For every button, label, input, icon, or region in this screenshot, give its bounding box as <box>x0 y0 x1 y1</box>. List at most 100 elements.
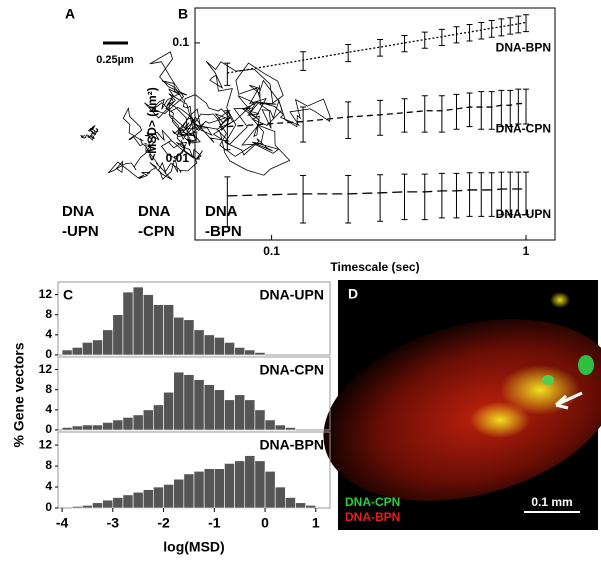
scale-bar-label: 0.25µm <box>96 54 134 66</box>
bar <box>244 349 256 356</box>
bar <box>163 391 175 431</box>
bar <box>274 486 286 509</box>
bar <box>183 319 195 356</box>
error-bar <box>498 89 505 128</box>
trajectory-label: DNA <box>138 203 171 220</box>
bar <box>71 347 83 356</box>
error-bar <box>377 99 384 136</box>
error-bar <box>300 106 307 143</box>
bar <box>193 471 205 509</box>
error-bar <box>300 174 307 224</box>
bar <box>254 409 266 431</box>
bar <box>224 463 235 509</box>
bar <box>203 468 215 509</box>
bar <box>203 384 215 431</box>
bar <box>213 337 225 356</box>
bar <box>82 424 93 431</box>
bar <box>112 419 124 431</box>
bar <box>71 506 83 509</box>
plot-frame <box>194 7 556 241</box>
error-bar <box>488 172 495 217</box>
bar <box>102 422 114 431</box>
error-bar <box>453 26 460 44</box>
y-tick-label: 4 <box>45 479 52 493</box>
trajectory-label: -BPN <box>205 223 242 240</box>
series-label: DNA-UPN <box>496 207 551 221</box>
error-bar <box>345 43 352 63</box>
bar <box>173 316 185 356</box>
bar <box>92 339 103 356</box>
y-tick-label: 4 <box>45 402 52 416</box>
bar <box>61 427 73 431</box>
bar <box>142 489 154 509</box>
x-tick-label: 1 <box>312 515 320 531</box>
error-bar <box>523 14 530 33</box>
x-tick-label: 0 <box>261 515 269 531</box>
trajectory-label: DNA <box>205 203 238 220</box>
bar <box>224 399 235 431</box>
y-tick-label: 12 <box>39 437 53 451</box>
error-bar <box>523 88 530 125</box>
bar <box>244 399 256 431</box>
error-bar <box>401 34 408 53</box>
error-bar <box>224 110 231 151</box>
y-axis-label: % Gene vectors <box>11 342 27 447</box>
bar <box>163 484 175 509</box>
y-tick-label: 0.01 <box>166 151 190 165</box>
bar <box>142 294 154 356</box>
y-tick-label: 0 <box>45 422 52 436</box>
bar <box>173 371 185 431</box>
error-bar <box>488 20 495 38</box>
error-bar <box>345 101 352 139</box>
series-label: DNA-BPN <box>259 437 324 453</box>
error-bar <box>300 51 307 71</box>
bar <box>234 460 246 509</box>
y-tick-label: 8 <box>45 382 52 396</box>
legend-entry: DNA-BPN <box>345 510 400 524</box>
bar <box>132 286 144 356</box>
bar <box>122 417 134 431</box>
error-bar <box>438 95 445 133</box>
bar <box>82 505 93 509</box>
bar <box>61 349 73 356</box>
error-bar <box>478 172 485 217</box>
bar <box>153 404 164 431</box>
x-tick-label: -1 <box>208 515 221 531</box>
y-tick-label: 4 <box>45 327 52 341</box>
x-axis-label: Timescale (sec) <box>330 260 419 274</box>
series-line <box>227 102 527 128</box>
bar <box>122 291 134 356</box>
trajectory <box>80 124 99 141</box>
bar <box>285 497 296 509</box>
bar <box>102 499 114 509</box>
bar <box>213 468 225 509</box>
panel-letter: C <box>63 287 73 303</box>
bar <box>213 389 225 431</box>
bar <box>203 334 215 356</box>
bar <box>132 414 144 431</box>
y-axis-label: <MSD> (µm²) <box>145 87 159 161</box>
error-bar <box>224 62 231 86</box>
bar <box>112 497 124 509</box>
y-tick-label: 12 <box>39 287 53 301</box>
series-label: DNA-CPN <box>259 362 324 378</box>
error-bar <box>507 89 514 128</box>
bar <box>92 424 103 431</box>
error-bar <box>453 172 460 219</box>
error-bar <box>453 93 460 130</box>
bar <box>274 424 286 431</box>
bar <box>264 419 276 431</box>
y-tick-label: 8 <box>45 458 52 472</box>
error-bar <box>488 91 495 130</box>
error-bar <box>466 24 473 42</box>
bar <box>244 455 256 509</box>
y-tick-label: 8 <box>45 307 52 321</box>
error-bar <box>377 174 384 222</box>
x-axis-label: log(MSD) <box>163 539 224 555</box>
bar <box>254 460 266 509</box>
legend-entry: DNA-CPN <box>345 495 400 509</box>
x-tick-label: -4 <box>56 515 69 531</box>
bar <box>224 342 235 356</box>
error-bar <box>401 98 408 133</box>
bar <box>234 394 246 431</box>
